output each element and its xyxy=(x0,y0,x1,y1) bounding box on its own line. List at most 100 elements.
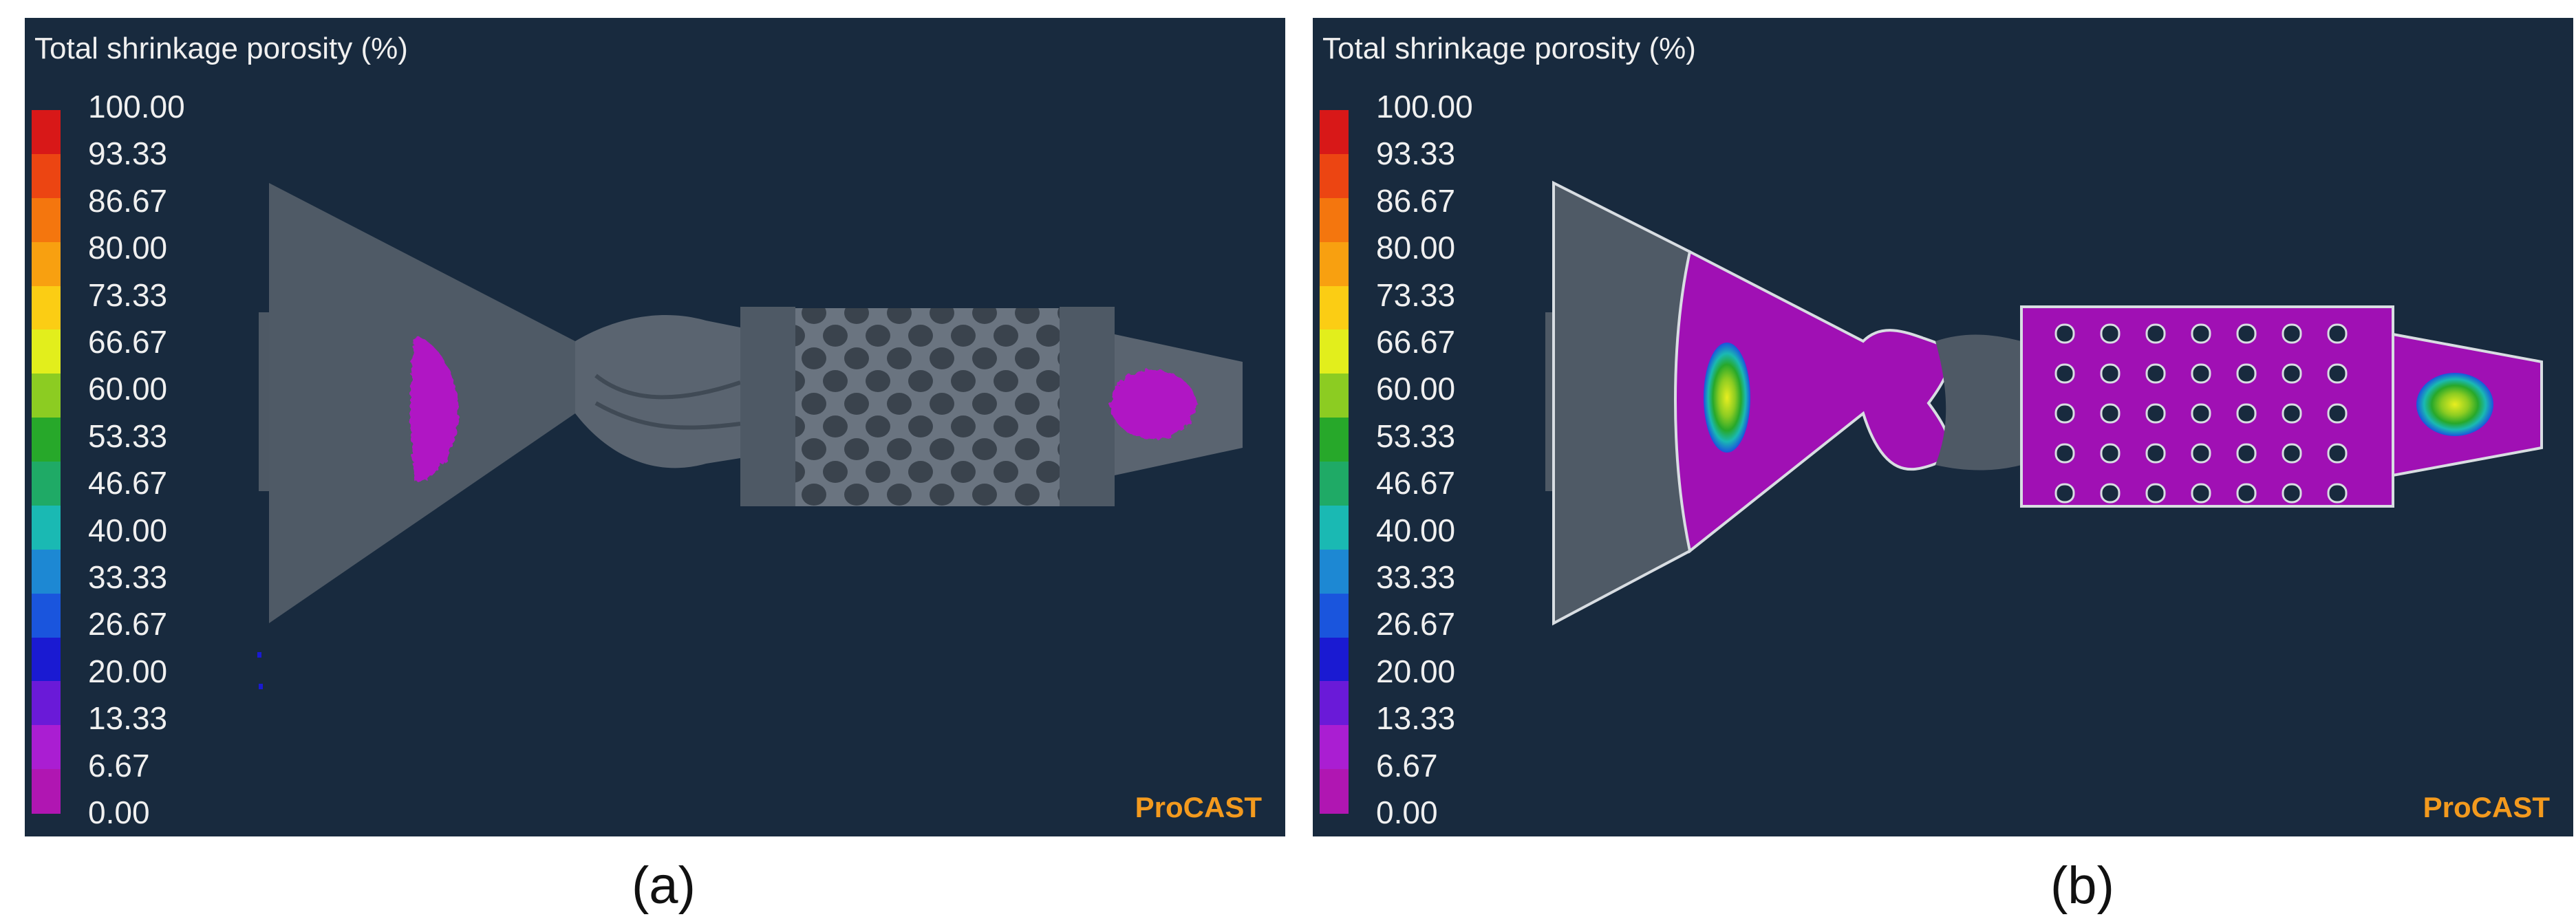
scale-band xyxy=(1320,549,1349,594)
scale-tick-label: 6.67 xyxy=(1376,747,1438,783)
lattice-hole xyxy=(2054,483,2075,504)
cone-grey-b xyxy=(1552,180,1691,626)
lattice-hole xyxy=(2236,323,2257,344)
scale-tick-label: 0.00 xyxy=(1376,794,1438,830)
scale-tick-label: 100.00 xyxy=(1376,89,1473,125)
scale-tick-label: 80.00 xyxy=(88,230,168,266)
cone-section-b xyxy=(1674,250,1951,554)
scale-tick-label: 73.33 xyxy=(88,277,168,313)
scale-band xyxy=(1320,681,1349,726)
lattice-hole xyxy=(2191,323,2211,344)
lattice-hole xyxy=(2327,483,2348,504)
scale-band xyxy=(1320,418,1349,462)
lattice-hole xyxy=(2282,363,2302,384)
lattice-hole xyxy=(2236,403,2257,424)
connector-arm-line-a xyxy=(594,374,741,430)
scale-band xyxy=(32,593,61,638)
lattice-hole xyxy=(2236,483,2257,504)
lattice-end-left-a xyxy=(740,307,795,506)
scale-band xyxy=(1320,593,1349,638)
scale-band xyxy=(1320,197,1349,243)
scale-band xyxy=(32,549,61,594)
lattice-hole xyxy=(2100,403,2121,424)
scale-tick-label: 73.33 xyxy=(1376,277,1456,313)
scale-tick-label: 53.33 xyxy=(1376,418,1456,454)
lattice-hole xyxy=(2100,363,2121,384)
connector-arms-b xyxy=(1935,334,2021,471)
scale-tick-label: 6.67 xyxy=(88,747,150,783)
lattice-hole xyxy=(2327,403,2348,424)
scale-tick-label: 0.00 xyxy=(88,794,150,830)
scale-band xyxy=(1320,329,1349,375)
scale-tick-label: 53.33 xyxy=(88,418,168,454)
panel-a: Total shrinkage porosity (%) 100.00 93.33… xyxy=(25,18,1285,836)
lattice-hole xyxy=(2282,483,2302,504)
scale-band xyxy=(1320,505,1349,550)
stray-mark-a2 xyxy=(259,684,263,689)
lattice-hole xyxy=(2100,323,2121,344)
scale-band xyxy=(32,681,61,726)
scale-tick-label: 93.33 xyxy=(1376,136,1456,172)
lattice-hole xyxy=(2327,323,2348,344)
lattice-hole xyxy=(2054,363,2075,384)
lattice-end-right-a xyxy=(1060,307,1115,506)
scale-band xyxy=(32,241,61,287)
procast-brand: ProCAST xyxy=(2423,791,2550,823)
panel-b: Total shrinkage porosity (%) 100.00 93.33… xyxy=(1313,18,2573,836)
scale-band xyxy=(32,374,61,419)
casting-scene-b xyxy=(1545,180,2543,626)
lattice-hole xyxy=(2191,403,2211,424)
scale-tick-label: 93.33 xyxy=(88,136,168,172)
lattice-hole xyxy=(2100,483,2121,504)
scale-tick-label: 33.33 xyxy=(88,559,168,595)
scale-band xyxy=(32,110,61,155)
lattice-hole xyxy=(2236,443,2257,464)
scale-band xyxy=(1320,725,1349,770)
lattice-hole xyxy=(2236,363,2257,384)
scale-tick-label: 46.67 xyxy=(88,465,168,501)
scale-tick-label: 26.67 xyxy=(88,606,168,642)
panel-title: Total shrinkage porosity (%) xyxy=(1322,32,1696,65)
scale-band xyxy=(32,329,61,375)
scale-tick-label: 60.00 xyxy=(1376,371,1456,407)
scale-band xyxy=(1320,285,1349,331)
scale-tick-label: 33.33 xyxy=(1376,559,1456,595)
stray-mark-a xyxy=(257,652,261,658)
lattice-hole xyxy=(2191,363,2211,384)
scale-band xyxy=(32,505,61,550)
scale-band xyxy=(1320,374,1349,419)
lattice-hole xyxy=(2145,363,2166,384)
color-scale-b xyxy=(1320,110,1349,814)
scale-tick-label: 66.67 xyxy=(88,324,168,360)
lattice-hole xyxy=(2327,443,2348,464)
lattice-hole xyxy=(2054,403,2075,424)
lattice-holes-b xyxy=(2054,323,2348,504)
scale-tick-label: 40.00 xyxy=(88,512,168,548)
scale-tick-label: 40.00 xyxy=(1376,512,1456,548)
lattice-body-a xyxy=(795,308,1060,506)
lattice-hole xyxy=(2054,443,2075,464)
scale-band xyxy=(1320,241,1349,287)
scale-tick-label: 13.33 xyxy=(88,700,168,737)
lattice-hole xyxy=(2282,443,2302,464)
lattice-hole xyxy=(2145,403,2166,424)
hotspot-cone-b xyxy=(1704,343,1750,453)
lattice-hole xyxy=(2100,443,2121,464)
scale-band xyxy=(32,285,61,331)
scale-band xyxy=(1320,769,1349,814)
scale-tick-label: 100.00 xyxy=(88,89,185,125)
lattice-hole xyxy=(2145,443,2166,464)
lattice-hole xyxy=(2327,363,2348,384)
lattice-hole xyxy=(2282,323,2302,344)
porosity-nozzle-a xyxy=(1110,370,1196,439)
caption-b: (b) xyxy=(2050,856,2114,915)
scale-band xyxy=(1320,153,1349,199)
scale-tick-label: 26.67 xyxy=(1376,606,1456,642)
scale-tick-label: 20.00 xyxy=(88,653,168,689)
scale-band xyxy=(32,418,61,462)
connector-arms-a xyxy=(575,314,740,468)
scale-tick-label: 66.67 xyxy=(1376,324,1456,360)
scale-band xyxy=(32,462,61,506)
caption-a: (a) xyxy=(632,856,696,915)
scale-band xyxy=(32,725,61,770)
